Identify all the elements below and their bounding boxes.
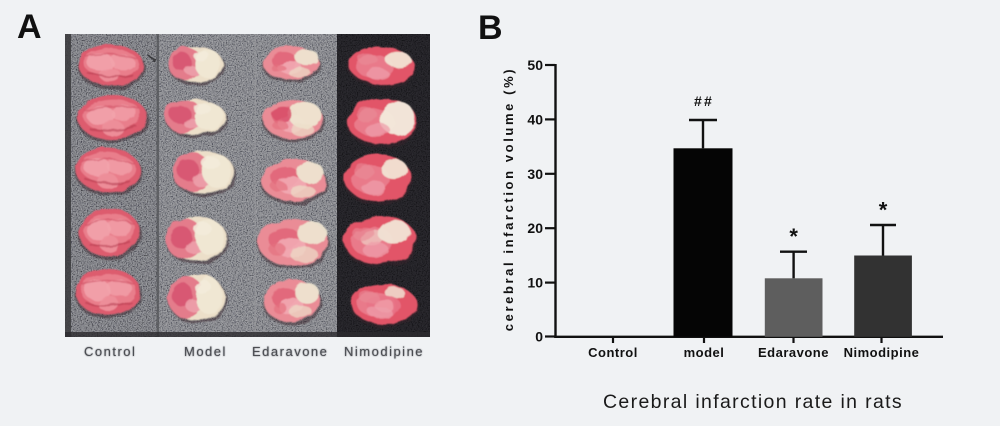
svg-text:Control: Control — [588, 345, 638, 360]
svg-text:20: 20 — [527, 220, 543, 236]
svg-text:Nimodipine: Nimodipine — [844, 345, 920, 360]
svg-text:model: model — [684, 345, 725, 360]
svg-text:##: ## — [694, 93, 714, 109]
svg-text:0: 0 — [535, 329, 543, 345]
svg-text:Edaravone: Edaravone — [758, 345, 829, 360]
svg-text:cerebral infarction volume (%): cerebral infarction volume (%) — [501, 67, 516, 331]
svg-text:*: * — [879, 198, 888, 223]
svg-text:40: 40 — [527, 111, 543, 127]
svg-text:*: * — [789, 224, 798, 249]
svg-text:50: 50 — [527, 57, 543, 73]
svg-text:30: 30 — [527, 166, 543, 182]
svg-text:10: 10 — [527, 275, 543, 291]
